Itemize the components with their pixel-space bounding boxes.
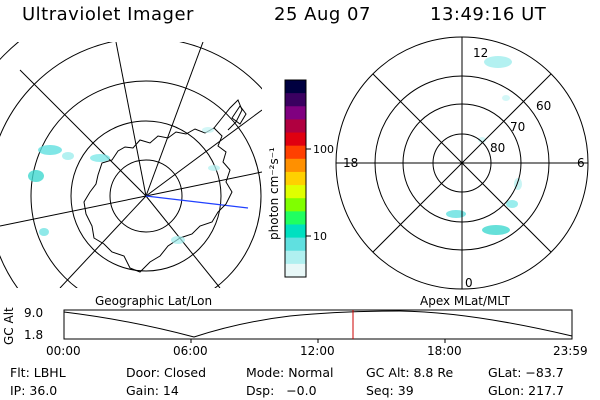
header-time: 13:49:16 UT <box>430 4 547 25</box>
colorbar-band <box>285 93 306 107</box>
left-panel-caption: Geographic Lat/Lon <box>95 294 213 308</box>
dsp-status: Dsp: −0.0 <box>246 383 317 398</box>
mlt-label-18: 18 <box>343 156 358 170</box>
colorbar-band <box>285 106 306 120</box>
ip-status: IP: 36.0 <box>10 383 58 398</box>
altitude-ytick-high: 9.0 <box>24 306 44 320</box>
mlat-label-80: 80 <box>490 141 505 155</box>
glat-status: GLat: −83.7 <box>488 365 564 380</box>
altitude-curve <box>63 310 573 338</box>
header-date: 25 Aug 07 <box>274 4 371 25</box>
mlt-label-0: 0 <box>465 276 473 290</box>
gain-status: Gain: 14 <box>126 383 179 398</box>
glon-status: GLon: 217.7 <box>488 383 564 398</box>
colorbar-band <box>285 171 306 186</box>
colorbar-frame <box>284 79 307 278</box>
meridian-lines <box>0 42 262 288</box>
altitude-plot <box>63 309 573 343</box>
altitude-xtick-0: 00:00 <box>46 344 81 358</box>
colorbar-band <box>285 185 306 199</box>
coastline <box>83 127 233 273</box>
altitude-xtick-2: 12:00 <box>300 344 335 358</box>
coastline-peninsula <box>213 99 243 131</box>
colorbar-band <box>285 158 306 173</box>
island-outline <box>231 105 247 125</box>
colorbar-band <box>285 80 306 94</box>
gc-alt-status: GC Alt: 8.8 Re <box>366 365 454 380</box>
colorbar-band <box>285 224 306 239</box>
colorbar-unit-label: photon cm⁻²s⁻¹ <box>267 147 281 240</box>
mlt-lines <box>336 37 588 289</box>
colorbar-band <box>285 145 306 160</box>
filter-status: Flt: LBHL <box>10 365 66 380</box>
mlt-label-6: 6 <box>577 156 585 170</box>
door-status: Door: Closed <box>126 365 207 380</box>
aurora-patches-right <box>446 56 522 235</box>
altitude-xtick-1: 06:00 <box>173 344 208 358</box>
altitude-xtick-4: 23:59 <box>553 344 588 358</box>
colorbar-band <box>285 263 306 278</box>
colorbar-tick-label-100: 100 <box>313 143 334 156</box>
aurora-patches-left <box>28 127 220 244</box>
colorbar-band <box>285 198 306 212</box>
right-panel-caption: Apex MLat/MLT <box>420 294 510 308</box>
colorbar-tick-label-10: 10 <box>313 230 327 243</box>
app-title: Ultraviolet Imager <box>22 4 194 25</box>
mlt-label-12: 12 <box>473 46 488 60</box>
colorbar-gradient <box>285 80 306 278</box>
colorbar-band <box>285 211 306 226</box>
altitude-xtick-3: 18:00 <box>427 344 462 358</box>
magnetic-polar-plot: 12 18 6 0 60 70 80 <box>335 36 589 290</box>
altitude-x-ticks <box>190 339 446 343</box>
mlat-label-70: 70 <box>510 120 525 134</box>
terminator-line <box>145 195 249 209</box>
altitude-ytick-low: 1.8 <box>24 328 44 342</box>
colorbar-band <box>285 132 306 147</box>
colorbar-band <box>285 250 306 265</box>
latitude-circles <box>0 42 262 288</box>
colorbar-band <box>285 237 306 252</box>
colorbar-band <box>285 119 306 134</box>
seq-status: Seq: 39 <box>366 383 414 398</box>
mode-status: Mode: Normal <box>246 365 334 380</box>
geographic-map <box>0 42 262 288</box>
altitude-ylabel: GC Alt <box>2 307 16 345</box>
colorbar: 100 10 photon cm⁻²s⁻¹ <box>267 79 334 278</box>
mlat-label-60: 60 <box>536 99 551 113</box>
